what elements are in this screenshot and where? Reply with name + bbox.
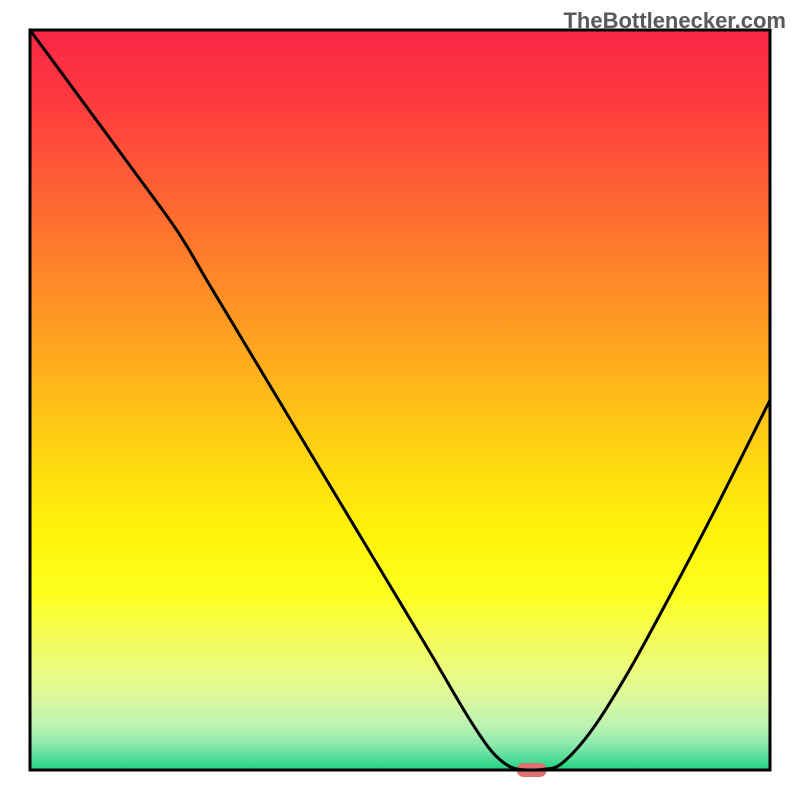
chart-svg	[0, 0, 800, 800]
watermark-text: TheBottlenecker.com	[563, 8, 786, 34]
plot-background	[30, 30, 770, 770]
bottleneck-chart: TheBottlenecker.com	[0, 0, 800, 800]
